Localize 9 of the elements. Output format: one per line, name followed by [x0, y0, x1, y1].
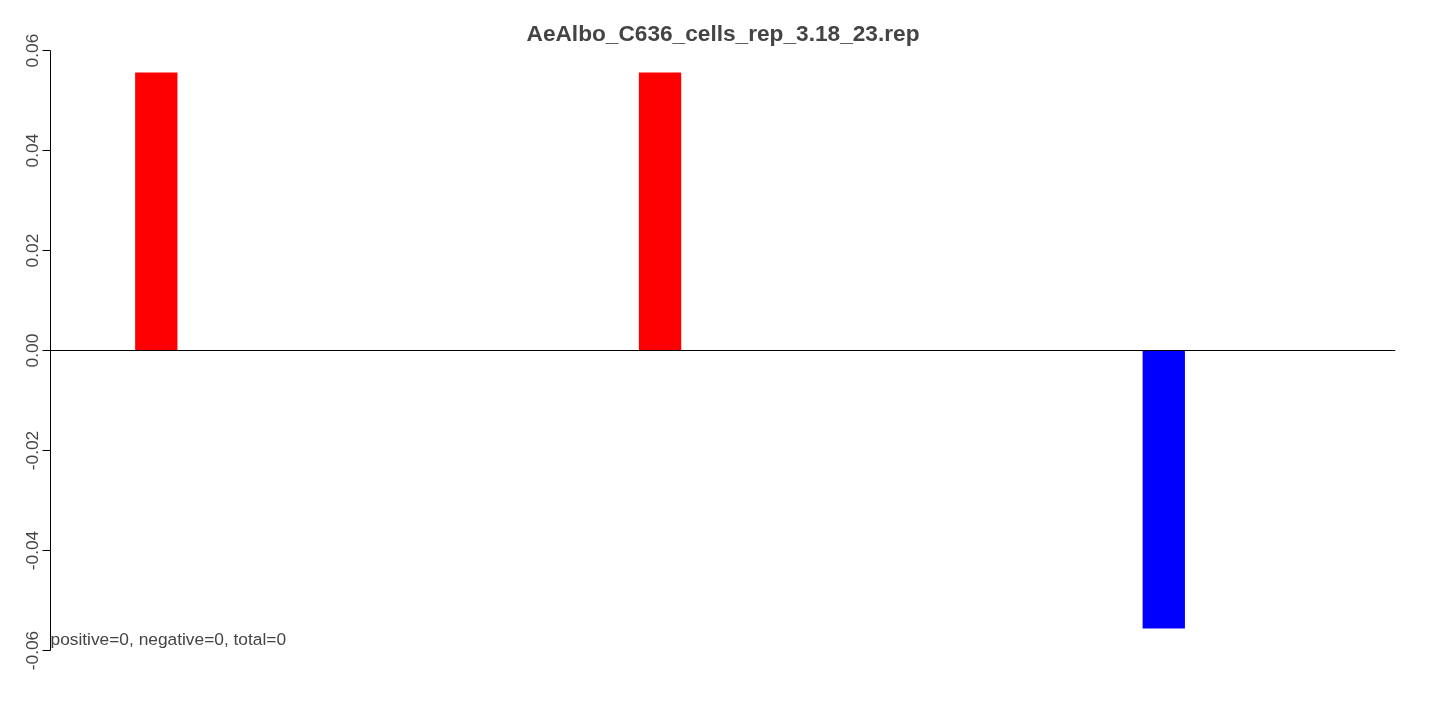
y-tick-label: -0.02 — [21, 430, 42, 471]
annotation: positive=0, negative=0, total=0 — [50, 628, 287, 649]
y-tick-label: 0.02 — [21, 233, 42, 268]
y-tick-label: -0.04 — [21, 530, 42, 571]
y-tick-label: 0.00 — [21, 333, 42, 368]
y-tick-label: 0.06 — [21, 33, 42, 68]
y-tick-label: 0.04 — [21, 133, 42, 168]
chart-title: AeAlbo_C636_cells_rep_3.18_23.rep — [526, 19, 920, 46]
y-tick-label: -0.06 — [21, 630, 42, 671]
